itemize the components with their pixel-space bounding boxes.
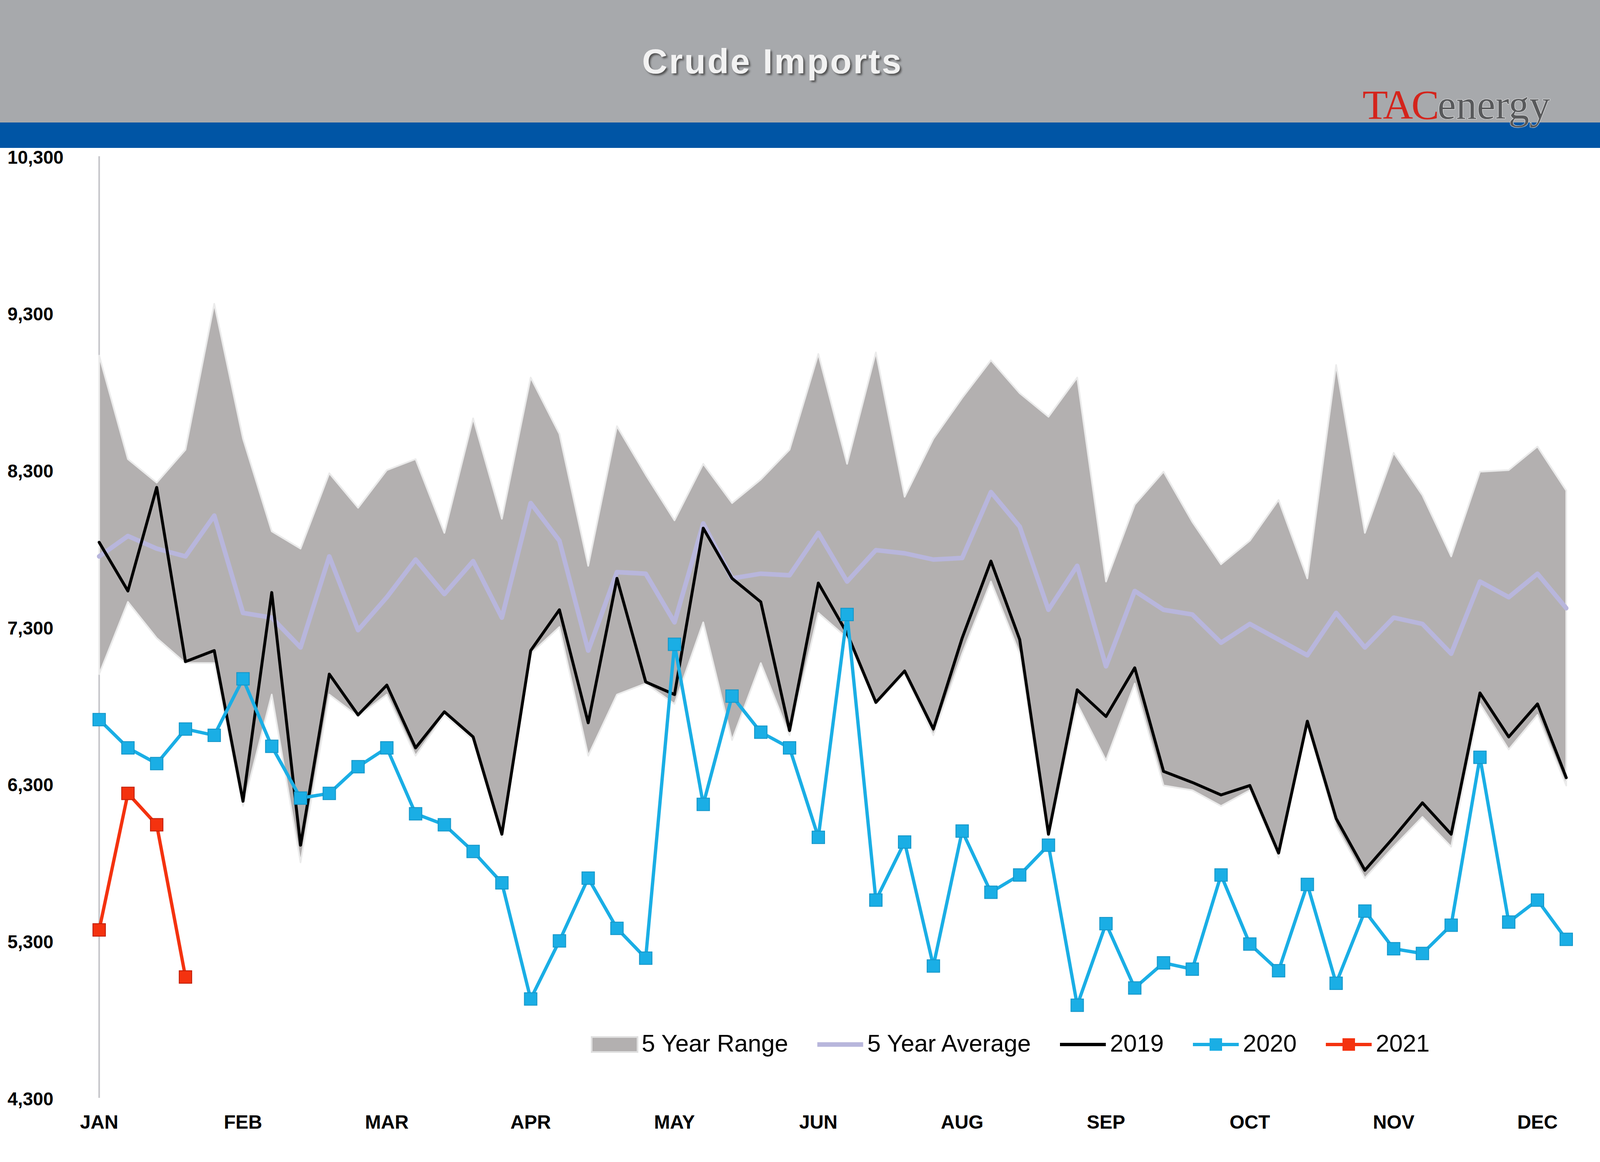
- series-marker: [869, 893, 883, 907]
- legend-label: 5 Year Average: [867, 1029, 1031, 1057]
- y-tick-label: 5,300: [7, 931, 54, 953]
- y-tick-label: 9,300: [7, 303, 54, 325]
- series-marker: [1185, 962, 1199, 976]
- series-marker: [754, 725, 768, 739]
- series-marker: [351, 760, 365, 773]
- series-line: [99, 492, 1567, 667]
- series-line: [99, 614, 1567, 1006]
- x-tick-label: OCT: [1229, 1111, 1270, 1133]
- series-marker: [1502, 915, 1515, 929]
- series-marker: [812, 831, 825, 844]
- x-tick-label: JUN: [799, 1111, 838, 1133]
- x-tick-label: DEC: [1517, 1111, 1558, 1133]
- series-marker: [1445, 919, 1458, 932]
- legend-swatch: [1060, 1042, 1106, 1047]
- series-marker: [150, 818, 163, 832]
- logo-suffix: energy: [1437, 81, 1550, 128]
- series-marker: [207, 729, 221, 742]
- series-marker: [1243, 937, 1257, 951]
- series-marker: [150, 757, 163, 770]
- series-marker: [1128, 981, 1141, 995]
- series-marker: [437, 818, 451, 832]
- series-marker: [467, 845, 480, 858]
- series-marker: [1042, 839, 1055, 852]
- legend-swatch: [817, 1042, 864, 1048]
- y-tick-label: 10,300: [7, 147, 64, 168]
- series-marker: [121, 787, 135, 800]
- header-bar: [0, 122, 1600, 148]
- series-group: [92, 303, 1573, 1012]
- series-marker: [984, 886, 998, 899]
- legend-label: 2020: [1242, 1029, 1297, 1057]
- x-tick-label: AUG: [940, 1111, 984, 1133]
- series-marker: [927, 960, 940, 973]
- series-marker: [409, 807, 422, 820]
- legend-label: 2019: [1110, 1029, 1164, 1057]
- legend-label: 5 Year Range: [641, 1029, 789, 1057]
- y-tick-label: 8,300: [7, 460, 54, 482]
- series-marker: [1531, 893, 1544, 907]
- series-marker: [955, 825, 969, 838]
- series-marker: [1157, 956, 1170, 970]
- series-line: [99, 487, 1567, 871]
- series-marker: [236, 672, 250, 685]
- series-marker: [639, 952, 653, 965]
- series-marker: [697, 798, 710, 811]
- x-tick-label: APR: [510, 1111, 551, 1133]
- series-marker: [668, 637, 681, 651]
- series-marker: [524, 992, 538, 1006]
- range-band: [99, 303, 1567, 879]
- y-tick-label: 6,300: [7, 774, 54, 795]
- series-marker: [783, 741, 796, 755]
- y-tick-label: 7,300: [7, 617, 54, 639]
- series-marker: [380, 741, 393, 755]
- series-marker: [1358, 905, 1372, 918]
- chart: Crude Imports TACenergy 4,300 5,300 6,300 7,3…: [0, 0, 1600, 1162]
- series-marker: [582, 872, 595, 885]
- legend-marker: [1209, 1038, 1223, 1051]
- series-marker: [265, 740, 278, 753]
- series-marker: [1301, 878, 1314, 891]
- series-marker: [179, 970, 192, 984]
- x-tick-label: FEB: [223, 1111, 263, 1133]
- series-marker: [725, 690, 739, 703]
- series-marker: [495, 876, 509, 890]
- series-marker: [1272, 964, 1285, 978]
- series-marker: [1215, 868, 1228, 882]
- x-tick-label: SEP: [1086, 1111, 1125, 1133]
- x-tick-label: MAY: [654, 1111, 695, 1133]
- y-tick-label: 4,300: [7, 1088, 54, 1110]
- series-marker: [1330, 977, 1343, 990]
- x-tick-label: JAN: [80, 1111, 119, 1133]
- series-marker: [1070, 999, 1084, 1012]
- logo: TACenergy: [1362, 81, 1550, 128]
- series-marker: [1013, 868, 1026, 882]
- series-marker: [121, 741, 135, 755]
- series-marker: [610, 922, 624, 935]
- series-marker: [1416, 947, 1429, 960]
- legend-label: 2021: [1375, 1029, 1430, 1057]
- series-marker: [1387, 942, 1400, 955]
- title: Crude Imports: [642, 41, 903, 81]
- series-marker: [92, 713, 106, 726]
- series-line: [99, 793, 186, 978]
- series-marker: [322, 787, 336, 800]
- series-marker: [1473, 751, 1487, 764]
- series-marker: [840, 608, 854, 621]
- series-marker: [898, 835, 911, 849]
- header-band: [0, 0, 1600, 123]
- series-marker: [1560, 933, 1573, 946]
- legend-swatch: [591, 1037, 638, 1053]
- series-marker: [179, 722, 192, 736]
- series-marker: [1099, 917, 1113, 930]
- legend: 5 Year Range 5 Year Average 2019 2020 2021: [591, 1029, 1430, 1057]
- series-marker: [553, 934, 566, 948]
- series-marker: [294, 792, 307, 805]
- x-tick-label: MAR: [365, 1111, 409, 1133]
- logo-brand: TAC: [1362, 81, 1438, 128]
- x-tick-label: NOV: [1372, 1111, 1415, 1133]
- series-marker: [92, 923, 106, 937]
- legend-marker: [1342, 1038, 1355, 1051]
